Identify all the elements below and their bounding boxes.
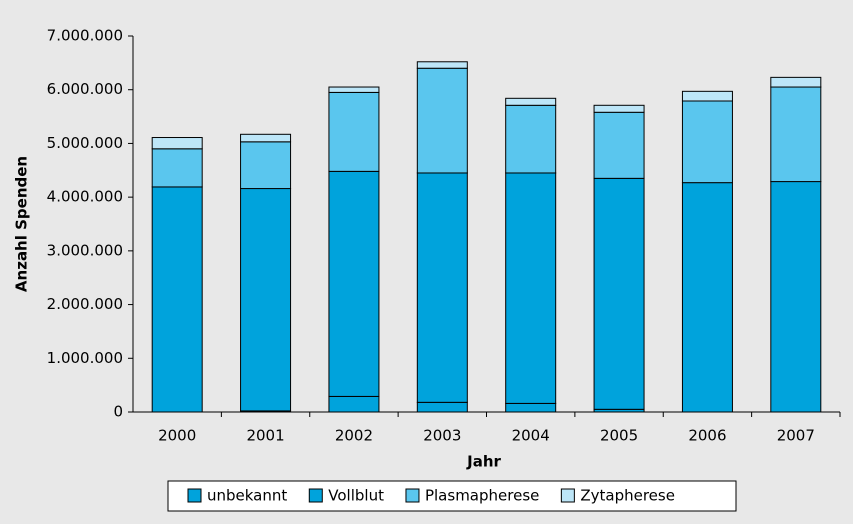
y-tick-label: 6.000.000 bbox=[47, 80, 123, 98]
bar-segment bbox=[328, 395, 380, 413]
y-tick-label: 3.000.000 bbox=[47, 241, 123, 259]
bar-segment bbox=[593, 111, 645, 179]
bar-segment bbox=[416, 67, 468, 174]
bar-segment bbox=[770, 181, 822, 413]
bar-segment bbox=[770, 76, 822, 88]
bar-segment bbox=[328, 86, 380, 93]
bar-segment bbox=[416, 401, 468, 413]
legend-swatch bbox=[560, 488, 575, 503]
bar-segment bbox=[240, 188, 292, 412]
bar-segment bbox=[328, 170, 380, 397]
x-tick-label: 2006 bbox=[688, 427, 726, 445]
bar-segment bbox=[505, 402, 557, 413]
bar-segment bbox=[681, 100, 733, 184]
y-axis-title: Anzahl Spenden bbox=[13, 156, 31, 292]
x-tick-label: 2003 bbox=[423, 427, 461, 445]
legend-label: unbekannt bbox=[207, 487, 287, 505]
bar-segment bbox=[416, 61, 468, 69]
x-tick-label: 2007 bbox=[777, 427, 815, 445]
bar-segment bbox=[505, 172, 557, 404]
x-axis-title: Jahr bbox=[466, 453, 501, 471]
y-tick-label: 1.000.000 bbox=[47, 349, 123, 367]
bar-segment bbox=[505, 97, 557, 106]
bar-segment bbox=[770, 86, 822, 183]
legend-label: Vollblut bbox=[328, 487, 384, 505]
legend-swatch bbox=[308, 488, 323, 503]
bar-segment bbox=[681, 182, 733, 413]
x-tick-label: 2004 bbox=[512, 427, 550, 445]
y-tick-label: 7.000.000 bbox=[47, 27, 123, 45]
bar-segment bbox=[416, 172, 468, 403]
x-tick-label: 2000 bbox=[158, 427, 196, 445]
bar-segment bbox=[593, 177, 645, 410]
y-tick-label: 0 bbox=[113, 403, 123, 421]
legend-label: Plasmapherese bbox=[425, 487, 539, 505]
bar-segment bbox=[151, 137, 203, 150]
x-tick-label: 2005 bbox=[600, 427, 638, 445]
bar-segment bbox=[593, 104, 645, 113]
bar-segment bbox=[681, 90, 733, 102]
x-tick-label: 2002 bbox=[335, 427, 373, 445]
x-tick-label: 2001 bbox=[246, 427, 284, 445]
bar-segment bbox=[328, 91, 380, 172]
y-tick-label: 5.000.000 bbox=[47, 134, 123, 152]
bar-segment bbox=[240, 141, 292, 190]
legend-box bbox=[167, 480, 737, 512]
bar-segment bbox=[505, 104, 557, 174]
legend-swatch bbox=[405, 488, 420, 503]
bar-segment bbox=[151, 186, 203, 413]
y-tick-label: 2.000.000 bbox=[47, 295, 123, 313]
legend-label: Zytapherese bbox=[580, 487, 675, 505]
bar-segment bbox=[151, 148, 203, 188]
legend-swatch bbox=[187, 488, 202, 503]
y-tick-label: 4.000.000 bbox=[47, 188, 123, 206]
bar-segment bbox=[240, 133, 292, 143]
